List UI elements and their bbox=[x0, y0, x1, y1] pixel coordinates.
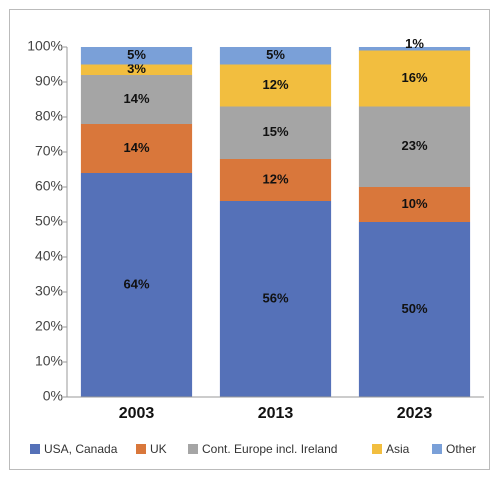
value-label: 15% bbox=[262, 124, 288, 139]
legend-swatch bbox=[30, 444, 40, 454]
bar-segment bbox=[219, 106, 332, 159]
bar-segment bbox=[358, 50, 471, 107]
value-label: 10% bbox=[401, 196, 427, 211]
y-tick-label: 0% bbox=[43, 388, 63, 404]
y-tick-label: 60% bbox=[35, 178, 63, 194]
legend-label: Other bbox=[446, 442, 476, 456]
bar-segment bbox=[219, 201, 332, 397]
y-tick-label: 40% bbox=[35, 248, 63, 264]
y-tick-label: 80% bbox=[35, 108, 63, 124]
value-label: 12% bbox=[262, 77, 288, 92]
x-tick-label: 2003 bbox=[119, 405, 155, 422]
x-tick-label: 2023 bbox=[397, 405, 433, 422]
bar-segment bbox=[219, 159, 332, 201]
value-label: 5% bbox=[266, 47, 285, 62]
value-label: 14% bbox=[123, 91, 149, 106]
legend-label: Cont. Europe incl. Ireland bbox=[202, 442, 337, 456]
value-label: 16% bbox=[401, 70, 427, 85]
legend-swatch bbox=[188, 444, 198, 454]
chart-border bbox=[9, 9, 490, 470]
value-label: 14% bbox=[123, 140, 149, 155]
bar-segment bbox=[80, 75, 193, 124]
value-label: 5% bbox=[127, 47, 146, 62]
value-label: 64% bbox=[123, 276, 149, 291]
bar-segment bbox=[80, 124, 193, 173]
bar-segment bbox=[358, 187, 471, 222]
y-tick-label: 50% bbox=[35, 213, 63, 229]
bar-segment bbox=[358, 47, 471, 51]
y-tick-label: 90% bbox=[35, 73, 63, 89]
bar-segment bbox=[219, 47, 332, 65]
legend-label: UK bbox=[150, 442, 167, 456]
x-tick-label: 2013 bbox=[258, 405, 294, 422]
bar-segment bbox=[80, 47, 193, 65]
bar-segment bbox=[358, 222, 471, 397]
value-label: 3% bbox=[127, 61, 146, 76]
value-label: 12% bbox=[262, 171, 288, 186]
bar-segment bbox=[80, 64, 193, 75]
legend-label: USA, Canada bbox=[44, 442, 118, 456]
bar-segment bbox=[219, 64, 332, 107]
legend-label: Asia bbox=[386, 442, 410, 456]
value-label: 1% bbox=[405, 36, 424, 51]
legend-swatch bbox=[432, 444, 442, 454]
value-label: 50% bbox=[401, 301, 427, 316]
legend-swatch bbox=[372, 444, 382, 454]
y-tick-label: 30% bbox=[35, 283, 63, 299]
value-label: 23% bbox=[401, 138, 427, 153]
legend-swatch bbox=[136, 444, 146, 454]
y-tick-label: 10% bbox=[35, 353, 63, 369]
value-label: 56% bbox=[262, 290, 288, 305]
y-tick-label: 70% bbox=[35, 143, 63, 159]
bar-segment bbox=[358, 106, 471, 187]
y-tick-label: 20% bbox=[35, 318, 63, 334]
bar-segment bbox=[80, 173, 193, 397]
y-tick-label: 100% bbox=[27, 38, 63, 54]
